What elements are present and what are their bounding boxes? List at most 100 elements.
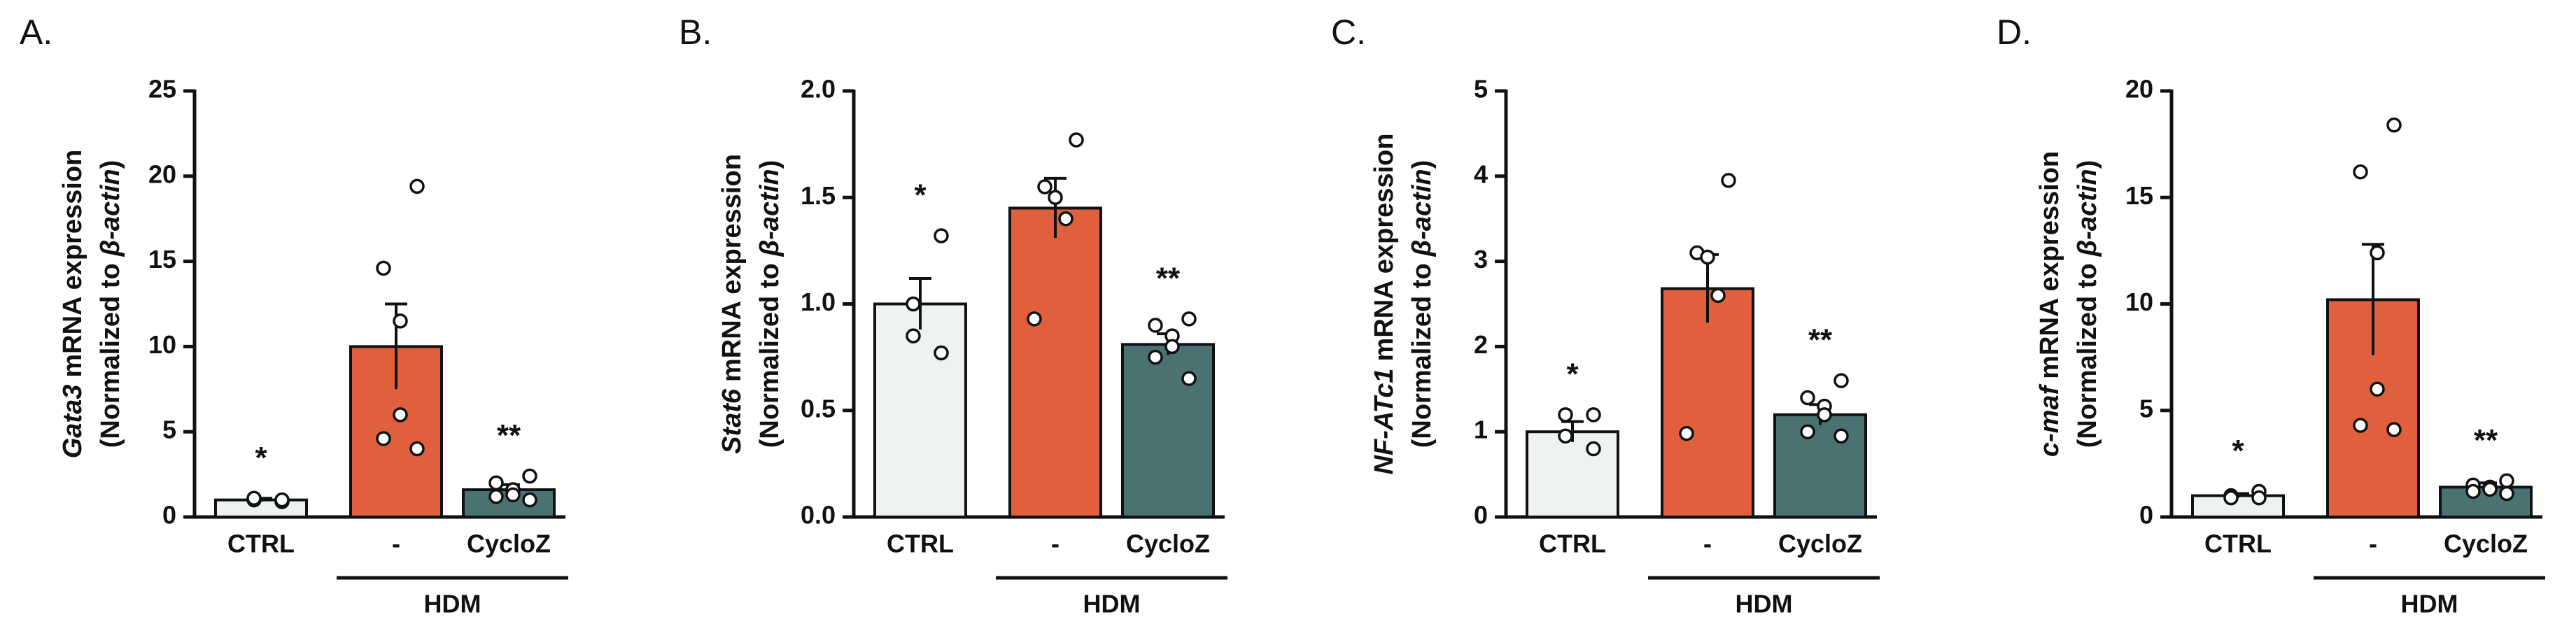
data-point <box>1558 407 1573 423</box>
bar <box>1773 413 1867 519</box>
data-point <box>2499 485 2514 502</box>
data-point <box>1710 288 1726 304</box>
label-text: mRNA expression <box>717 154 747 382</box>
group-label: HDM <box>1736 590 1793 618</box>
label-text: ) <box>1407 160 1437 169</box>
data-point <box>522 492 537 508</box>
y-tick-label: 0.0 <box>801 501 836 530</box>
data-point <box>505 487 521 503</box>
x-tick-label: - <box>392 530 400 558</box>
y-tick-label: 25 <box>148 75 176 104</box>
y-tick-label: 20 <box>148 160 176 188</box>
data-point <box>1181 311 1197 327</box>
y-tick-label: 0 <box>1474 501 1488 530</box>
y-tick-label: 5 <box>2139 394 2153 423</box>
y-tick-label: 5 <box>1474 75 1488 104</box>
data-point <box>274 492 290 508</box>
panel-label: B. <box>679 13 712 52</box>
data-point <box>2465 483 2481 499</box>
panel-label: D. <box>1997 13 2032 52</box>
y-axis-label: (Normalized to β-actin) <box>755 160 784 448</box>
significance: ** <box>1156 261 1181 295</box>
data-point <box>1148 318 1163 333</box>
data-point <box>1558 428 1573 444</box>
y-tick-label: 10 <box>2125 288 2153 316</box>
label-text: mRNA expression <box>1370 134 1399 362</box>
y-tick-label: 0 <box>162 501 176 530</box>
data-point <box>1181 371 1197 386</box>
data-point <box>1164 339 1180 355</box>
data-point <box>409 178 425 194</box>
x-tick-label: CycloZ <box>2444 530 2528 558</box>
data-point <box>1834 428 1849 444</box>
bar <box>873 302 967 518</box>
data-point <box>488 489 504 504</box>
data-point <box>934 345 949 361</box>
label-text: mRNA expression <box>58 150 87 378</box>
group-label: HDM <box>424 590 481 618</box>
label-text: (Normalized to <box>2073 263 2102 448</box>
data-point <box>1148 349 1163 365</box>
data-point <box>2370 245 2385 261</box>
y-axis-label: (Normalized to β-actin) <box>96 160 125 448</box>
bar <box>1526 430 1619 519</box>
panel-label: C. <box>1331 13 1366 52</box>
x-tick-label: CTRL <box>1539 530 1606 558</box>
x-tick-label: CycloZ <box>467 530 551 558</box>
y-axis-label: NF-ATc1 mRNA expression <box>1370 134 1399 475</box>
y-tick-label: 0.5 <box>801 394 836 423</box>
data-point <box>488 475 504 491</box>
significance: * <box>2232 434 2244 468</box>
data-point <box>2386 422 2402 437</box>
y-tick-label: 3 <box>1474 245 1488 274</box>
data-point <box>2251 490 2267 506</box>
data-point <box>376 260 391 276</box>
data-point <box>409 441 425 457</box>
group-label: HDM <box>2401 590 2458 618</box>
data-point <box>1817 407 1832 423</box>
data-point <box>1037 179 1053 194</box>
x-tick-label: - <box>2369 530 2377 558</box>
x-tick-label: CTRL <box>887 530 954 558</box>
y-axis-label: Stat6 mRNA expression <box>717 154 747 454</box>
data-point <box>522 468 537 484</box>
y-tick-label: 1.5 <box>801 181 836 210</box>
label-text: (Normalized to <box>1407 263 1437 448</box>
gene-name: c-maf <box>2035 383 2064 457</box>
significance: * <box>1566 357 1579 391</box>
y-axis-label: Gata3 mRNA expression <box>58 150 87 459</box>
data-point <box>2223 490 2239 506</box>
label-text: ) <box>2073 160 2102 169</box>
data-point <box>1027 311 1042 327</box>
y-tick-label: 20 <box>2125 75 2153 104</box>
bar <box>1661 287 1754 518</box>
y-axis-label: c-maf mRNA expression <box>2035 151 2064 457</box>
ref-gene: β-actin <box>2073 169 2102 257</box>
label-text: mRNA expression <box>2035 151 2064 379</box>
data-point <box>1586 407 1601 423</box>
label-text: (Normalized to <box>96 263 125 448</box>
y-axis-label: (Normalized to β-actin) <box>2073 160 2102 448</box>
x-tick-label: CycloZ <box>1778 530 1862 558</box>
y-tick-label: 5 <box>162 416 176 444</box>
data-point <box>1700 249 1715 265</box>
label-text: (Normalized to <box>755 263 784 448</box>
y-tick-label: 2 <box>1474 330 1488 359</box>
significance: * <box>914 178 927 213</box>
bar <box>1008 206 1102 518</box>
data-point <box>1069 132 1084 148</box>
group-label: HDM <box>1083 590 1141 618</box>
data-point <box>246 490 262 506</box>
data-point <box>2370 381 2385 397</box>
y-tick-label: 10 <box>148 330 176 359</box>
significance: ** <box>497 418 521 453</box>
y-tick-label: 15 <box>2125 181 2153 210</box>
data-point <box>906 296 921 312</box>
ref-gene: β-actin <box>96 169 125 257</box>
data-point <box>1800 424 1815 439</box>
data-point <box>1834 373 1849 388</box>
data-point <box>2482 481 2498 497</box>
ref-gene: β-actin <box>1407 169 1437 257</box>
gene-name: Gata3 <box>58 385 87 459</box>
